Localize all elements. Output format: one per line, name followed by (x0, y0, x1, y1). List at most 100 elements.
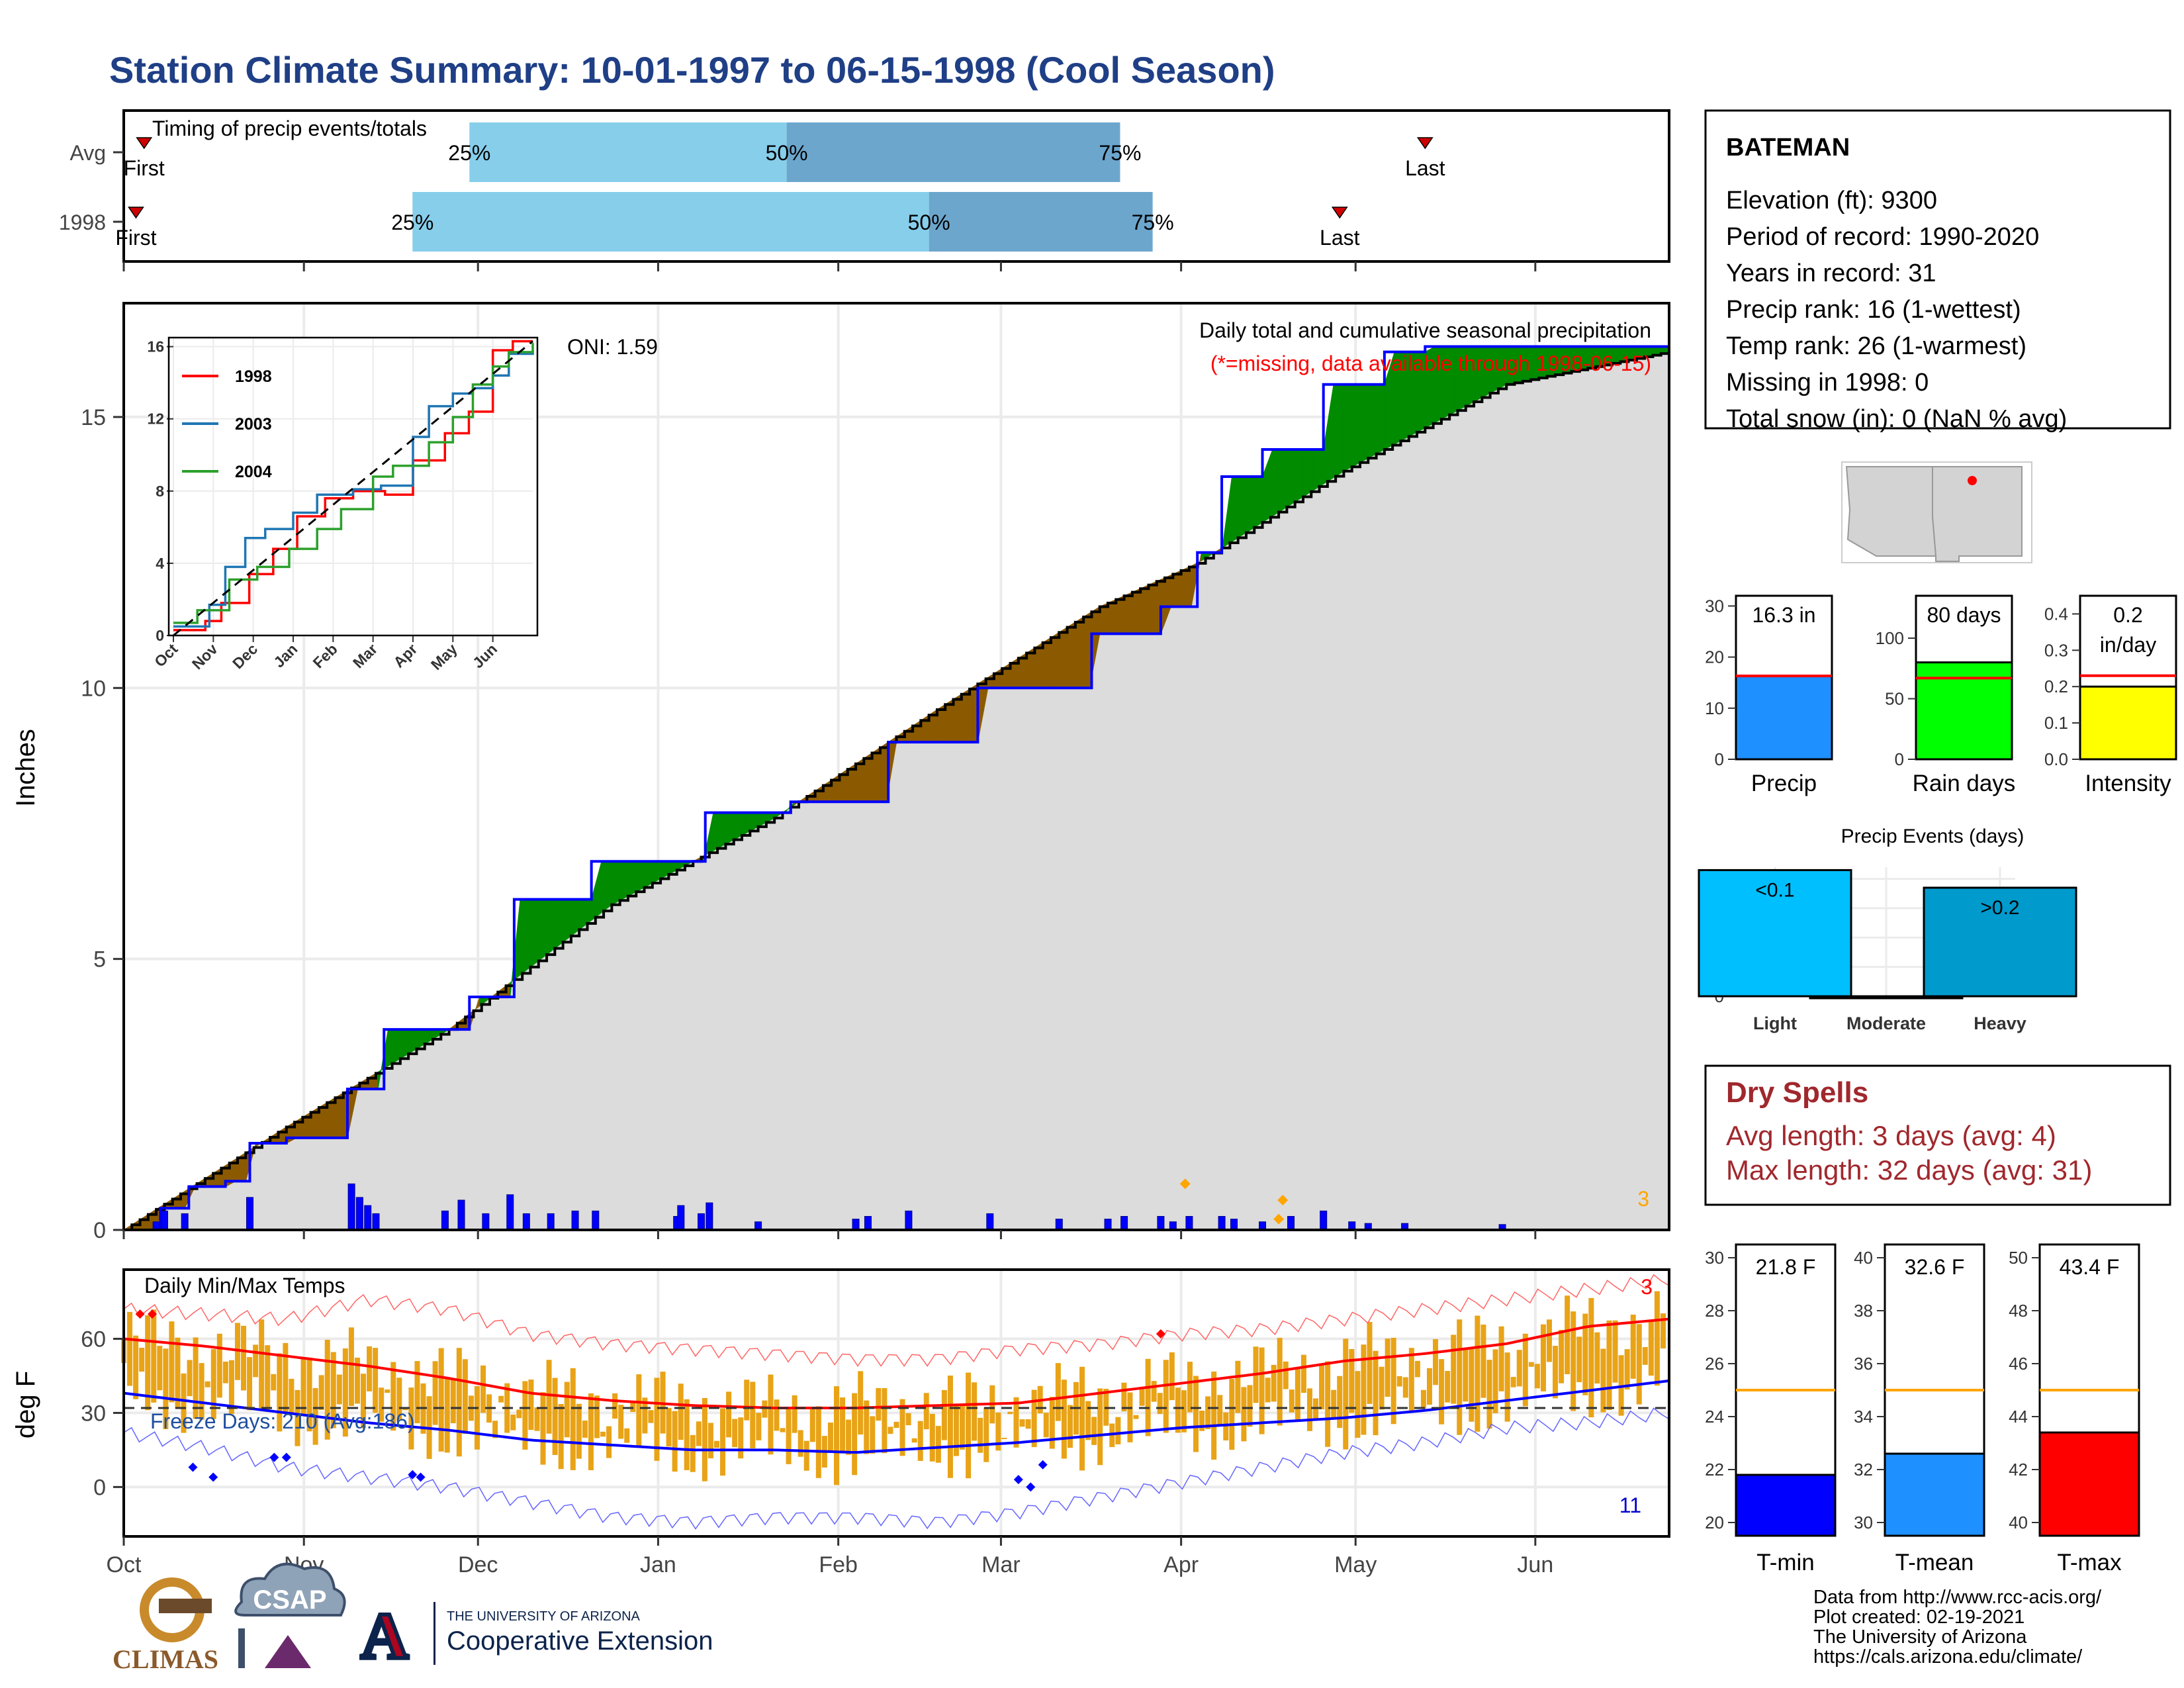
daily-temp-range-bar (690, 1434, 696, 1472)
daily-temp-range-bar (1559, 1330, 1565, 1383)
precip-panel: Daily total and cumulative seasonal prec… (11, 302, 1670, 1243)
daily-temp-range-bar (1648, 1320, 1654, 1376)
ua-logo-big-text: Cooperative Extension (447, 1626, 713, 1656)
daily-temp-range-bar (774, 1399, 780, 1431)
quartile-label: 25% (391, 211, 433, 234)
anomaly-area (1293, 449, 1304, 504)
temp-bar-label: T-min (1756, 1550, 1815, 1575)
daily-temp-range-bar (1504, 1352, 1510, 1422)
daily-temp-range-bar (809, 1407, 815, 1442)
timing-label: Timing of precip events/totals (152, 117, 427, 140)
daily-precip-bar (506, 1194, 514, 1231)
credit-line-1: Data from http://www.rcc-acis.org/ (1813, 1587, 2102, 1608)
daily-temp-range-bar (1097, 1388, 1103, 1466)
daily-temp-range-bar (1151, 1381, 1157, 1402)
quartile-bar-upper (929, 192, 1153, 252)
daily-temp-range-bar (642, 1397, 648, 1434)
daily-temp-range-bar (1193, 1376, 1199, 1452)
daily-temp-range-bar (1300, 1354, 1306, 1393)
ua-logo: A THE UNIVERSITY OF ARIZONA Cooperative … (359, 1597, 713, 1675)
daily-temp-range-bar (1492, 1349, 1498, 1413)
daily-temp-range-bar (917, 1421, 923, 1461)
daily-temp-range-bar (151, 1309, 157, 1403)
daily-temp-range-bar (414, 1361, 420, 1424)
daily-temp-range-bar (1379, 1366, 1385, 1410)
events-bar (1698, 868, 1852, 998)
daily-temp-range-bar (1367, 1322, 1373, 1404)
daily-temp-range-bar (1306, 1388, 1312, 1431)
daily-precip-bar (1230, 1219, 1238, 1231)
csap-mountain (265, 1635, 311, 1668)
daily-temp-range-bar (636, 1374, 642, 1448)
daily-temp-range-bar (1396, 1376, 1402, 1387)
daily-temp-range-bar (1385, 1338, 1390, 1397)
anomaly-area (631, 861, 643, 895)
daily-temp-range-bar (354, 1357, 360, 1404)
record-high-marker (135, 1309, 145, 1319)
daily-temp-range-bar (1049, 1397, 1055, 1449)
temp-ytick-label: 0 (93, 1475, 106, 1500)
daily-temp-range-bar (379, 1387, 385, 1422)
daily-temp-range-bar (815, 1406, 821, 1478)
daily-temp-range-bar (1600, 1348, 1606, 1413)
daily-temp-range-bar (1031, 1389, 1037, 1448)
daily-temp-range-bar (528, 1380, 534, 1430)
daily-temp-range-bar (864, 1400, 870, 1454)
month-label: Mar (981, 1552, 1021, 1577)
events-bar-label: >0.2 (1980, 897, 2019, 919)
mini-bar-value: 80 days (1927, 603, 2001, 627)
daily-temp-range-bar (1085, 1401, 1091, 1440)
missing-data-marker (1179, 1178, 1191, 1190)
csap-bar (238, 1628, 245, 1668)
anomaly-area (1079, 612, 1090, 688)
temperature-bars: 20 22 24 26 28 30 21.8 F T-min 30 32 34 36 38 40 32.6 … (1705, 1243, 2140, 1575)
daily-temp-range-bar (1265, 1378, 1271, 1403)
daily-temp-range-bar (1475, 1315, 1480, 1432)
daily-temp-range-bar (654, 1378, 660, 1461)
daily-temp-range-bar (1115, 1417, 1121, 1444)
daily-temp-range-bar (840, 1397, 846, 1454)
events-bar (1809, 995, 1964, 1000)
last-event-label: Last (1405, 156, 1445, 180)
station-name: BATEMAN (1726, 134, 1850, 162)
daily-precip-bar (864, 1216, 872, 1231)
daily-precip-bar (1287, 1216, 1295, 1231)
daily-temp-range-bar (672, 1411, 678, 1472)
temp-bar-tick-label: 22 (1705, 1460, 1724, 1479)
temp-bar-tick-label: 36 (1854, 1354, 1873, 1374)
daily-temp-range-bar (127, 1311, 133, 1386)
daily-temp-range-bar (552, 1378, 558, 1455)
timing-frame (122, 109, 1670, 263)
daily-temp-range-bar (169, 1321, 175, 1403)
daily-temp-range-bar (1007, 1411, 1013, 1415)
last-event-marker (1331, 207, 1348, 219)
daily-temp-range-bar (259, 1319, 265, 1409)
record-low-marker (1013, 1475, 1023, 1485)
events-category-label: Light (1753, 1013, 1797, 1033)
daily-temp-range-bar (300, 1358, 306, 1414)
daily-temp-range-bar (1295, 1368, 1300, 1421)
anomaly-area (529, 899, 541, 968)
mini-bar-label: Rain days (1913, 771, 2016, 796)
daily-temp-range-bar (1247, 1385, 1253, 1427)
anomaly-area (1353, 384, 1365, 467)
daily-temp-range-bar (941, 1389, 947, 1440)
daily-temp-range-bar (1121, 1382, 1127, 1412)
daily-temp-range-bar (582, 1420, 588, 1438)
anomaly-area (601, 861, 612, 914)
anomaly-area (1272, 449, 1283, 517)
temp-bar-tick-label: 42 (2009, 1460, 2028, 1479)
daily-temp-range-bar (1463, 1348, 1469, 1402)
daily-temp-range-bar (707, 1423, 713, 1459)
inset-legend-label: 2003 (235, 415, 272, 434)
daily-precip-bar (372, 1213, 380, 1231)
quartile-label: 50% (766, 141, 808, 165)
daily-precip-bar (547, 1213, 555, 1231)
month-label: Jan (640, 1552, 676, 1577)
daily-temp-range-bar (1271, 1364, 1277, 1402)
inset-ytick-label: 16 (147, 338, 164, 355)
first-event-label: First (115, 226, 156, 250)
daily-temp-range-bar (1480, 1325, 1486, 1398)
station-info-box: BATEMAN Elevation (ft): 9300 Period of re… (1704, 109, 2171, 433)
daily-temp-range-bar (1636, 1324, 1642, 1405)
